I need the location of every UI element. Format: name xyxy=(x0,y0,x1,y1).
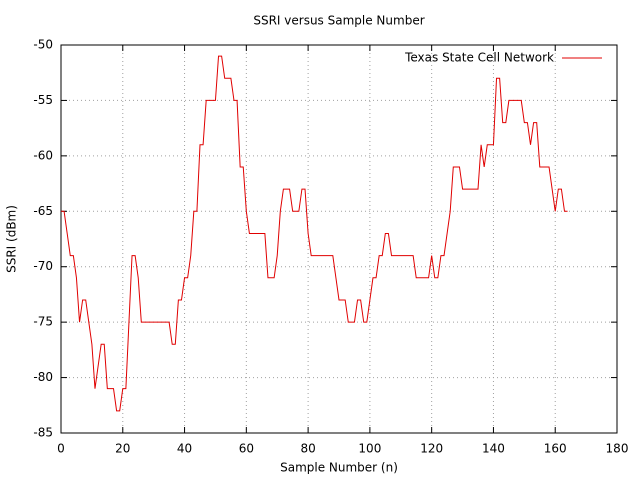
x-tick-label: 40 xyxy=(177,442,192,456)
x-tick-label: 100 xyxy=(358,442,381,456)
y-tick-label: -60 xyxy=(33,148,53,162)
x-axis-label: Sample Number (n) xyxy=(280,461,398,475)
y-tick-label: -75 xyxy=(33,315,53,329)
chart-title: SSRI versus Sample Number xyxy=(253,14,424,28)
y-tick-label: -70 xyxy=(33,259,53,273)
y-tick-label: -85 xyxy=(33,426,53,440)
x-tick-label: 140 xyxy=(482,442,505,456)
legend-label: Texas State Cell Network xyxy=(404,51,554,65)
y-tick-label: -55 xyxy=(33,93,53,107)
y-tick-label: -80 xyxy=(33,370,53,384)
x-tick-label: 180 xyxy=(606,442,629,456)
y-tick-label: -65 xyxy=(33,204,53,218)
data-line xyxy=(61,55,568,412)
x-tick-label: 20 xyxy=(115,442,130,456)
plot-frame xyxy=(60,44,618,434)
y-axis-label: SSRI (dBm) xyxy=(5,205,19,273)
y-tick-label: -50 xyxy=(33,38,53,52)
x-tick-label: 160 xyxy=(544,442,567,456)
x-tick-label: 120 xyxy=(420,442,443,456)
x-tick-label: 80 xyxy=(300,442,315,456)
x-tick-label: 0 xyxy=(57,442,65,456)
x-tick-label: 60 xyxy=(239,442,254,456)
